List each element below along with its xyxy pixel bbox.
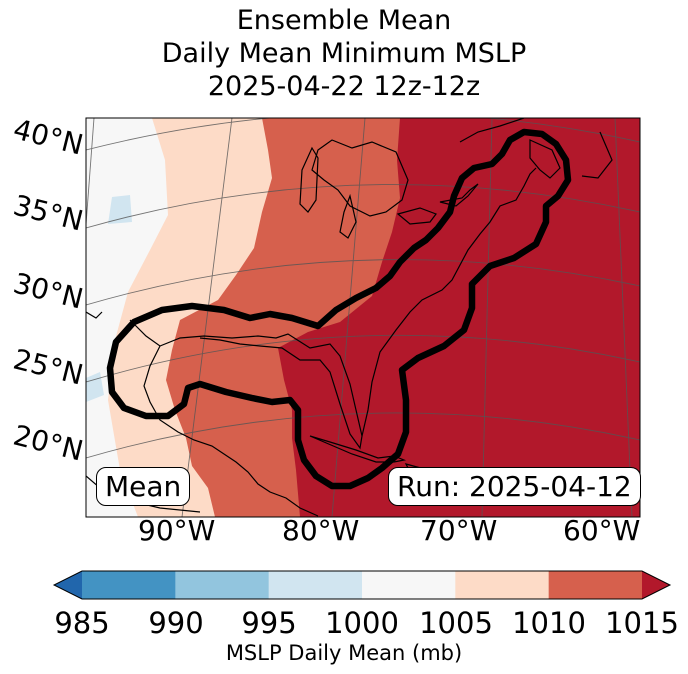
colorbar-tick-985: 985	[54, 606, 110, 640]
run-label-box: Run: 2025-04-12	[388, 467, 641, 506]
colorbar-tick-1010: 1010	[512, 606, 586, 640]
colorbar	[52, 570, 672, 600]
map-panel	[86, 118, 640, 517]
colorbar-tick-1005: 1005	[419, 606, 493, 640]
colorbar-tick-995: 995	[241, 606, 297, 640]
field-995-1000-patch	[108, 195, 132, 224]
lon-label-90w: 90°W	[138, 514, 216, 547]
field-above-1015	[278, 118, 640, 517]
title-line-2: Daily Mean Minimum MSLP	[161, 38, 527, 69]
colorbar-swatch	[82, 571, 176, 599]
colorbar-tick-1000: 1000	[325, 606, 399, 640]
colorbar-swatch	[548, 571, 643, 599]
colorbar-extend-low	[54, 571, 82, 599]
title-line-3: 2025-04-22 12z-12z	[207, 71, 481, 102]
lon-label-70w: 70°W	[420, 514, 498, 547]
colorbar-swatch	[362, 571, 456, 599]
colorbar-extend-high	[642, 571, 670, 599]
field-995-1000-gulf-edge	[86, 372, 104, 402]
colorbar-swatch	[455, 571, 550, 599]
graticule	[86, 118, 640, 517]
colorbar-label: MSLP Daily Mean (mb)	[225, 641, 463, 665]
mean-label-box: Mean	[96, 467, 191, 506]
colorbar-tick-990: 990	[148, 606, 204, 640]
lon-label-60w: 60°W	[563, 514, 641, 547]
title-line-1: Ensemble Mean	[236, 5, 452, 36]
colorbar-outline	[52, 570, 672, 600]
colorbar-swatch	[175, 571, 270, 599]
colorbar-swatch	[268, 571, 363, 599]
map-frame	[85, 117, 641, 518]
colorbar-tick-1015: 1015	[605, 606, 679, 640]
lon-label-80w: 80°W	[282, 514, 360, 547]
coastlines	[86, 118, 613, 517]
mslp-contour	[106, 128, 572, 490]
